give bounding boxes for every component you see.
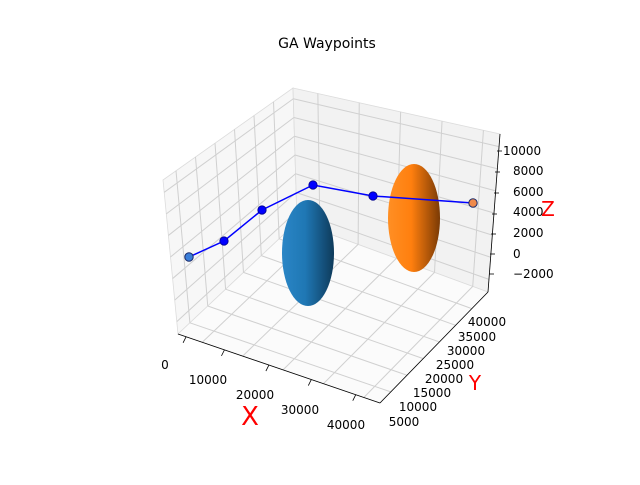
- grid-line: [363, 286, 474, 398]
- grid-line: [165, 117, 295, 215]
- y-tick-label: 10000: [399, 400, 437, 414]
- x-axis-label: X: [241, 402, 259, 432]
- grid-line: [176, 210, 298, 323]
- grid-line: [282, 258, 397, 371]
- y-tick-label: 30000: [447, 344, 485, 358]
- waypoint-markers: [219, 180, 378, 246]
- waypoint-marker: [368, 191, 378, 201]
- x-tick-mark: [352, 394, 357, 401]
- grid-line: [168, 135, 295, 236]
- waypoint-marker: [219, 236, 229, 246]
- z-tick-label: 6000: [513, 185, 544, 199]
- z-tick-label: 0: [513, 247, 521, 261]
- x-tick-label: 10000: [189, 373, 227, 387]
- y-tick-label: 15000: [413, 386, 451, 400]
- z-axis-line: [487, 133, 501, 293]
- grid-line: [323, 272, 435, 385]
- grid-line: [175, 170, 191, 323]
- grid-line: [207, 305, 408, 376]
- obstacle-orange-ellipsoid: [388, 164, 440, 272]
- grid-line: [195, 156, 209, 307]
- x-tick-mark: [182, 336, 187, 343]
- waypoint-marker: [308, 180, 318, 190]
- z-tick-label: 8000: [513, 164, 544, 178]
- z-axis-label: Z: [541, 197, 555, 221]
- y-axis-label: Y: [468, 371, 482, 395]
- grid-line: [234, 129, 244, 273]
- z-tick-labels: −2000 0 2000 4000 6000 8000 10000: [489, 144, 554, 281]
- grid-line: [273, 101, 280, 239]
- y-tick-label: 20000: [425, 372, 463, 386]
- z-tick-label: 10000: [503, 144, 541, 158]
- chart-title: GA Waypoints: [278, 36, 376, 52]
- x-tick-mark: [307, 379, 312, 386]
- grid-line: [293, 116, 498, 170]
- z-tick-label: 2000: [513, 226, 544, 240]
- grid-line: [170, 154, 296, 258]
- start-marker: [184, 252, 194, 262]
- grid-line: [174, 192, 297, 301]
- x-tick-label: 30000: [281, 403, 319, 417]
- grid-line: [294, 135, 496, 192]
- x-tick-mark: [221, 349, 225, 357]
- y-tick-label: 40000: [468, 315, 506, 329]
- z-tick-label: 4000: [513, 205, 544, 219]
- x-tick-label: 40000: [327, 418, 365, 432]
- grid-line: [243, 271, 440, 343]
- y-tick-label: 35000: [458, 330, 496, 344]
- z-tick-label: −2000: [513, 267, 554, 281]
- y-axis-line: [379, 291, 489, 404]
- obstacle-blue-ellipsoid: [282, 200, 334, 306]
- x-axis-line: [177, 333, 381, 404]
- x-tick-labels: 0 10000 20000 30000 40000: [161, 336, 365, 432]
- x-tick-label: 0: [161, 358, 169, 372]
- grid-line: [214, 143, 227, 290]
- grid-line: [225, 288, 424, 360]
- grid-line: [163, 98, 294, 193]
- grid-line: [293, 98, 500, 148]
- goal-marker: [468, 198, 478, 208]
- grid-line: [189, 322, 391, 393]
- y-tick-label: 25000: [436, 358, 474, 372]
- waypoint-marker: [257, 205, 267, 215]
- grid-line: [172, 173, 296, 279]
- y-tick-label: 5000: [389, 415, 420, 429]
- x-tick-label: 20000: [236, 388, 274, 402]
- x-tick-mark: [265, 364, 270, 372]
- waypoint-path: [188, 184, 474, 258]
- grid-line: [253, 115, 262, 256]
